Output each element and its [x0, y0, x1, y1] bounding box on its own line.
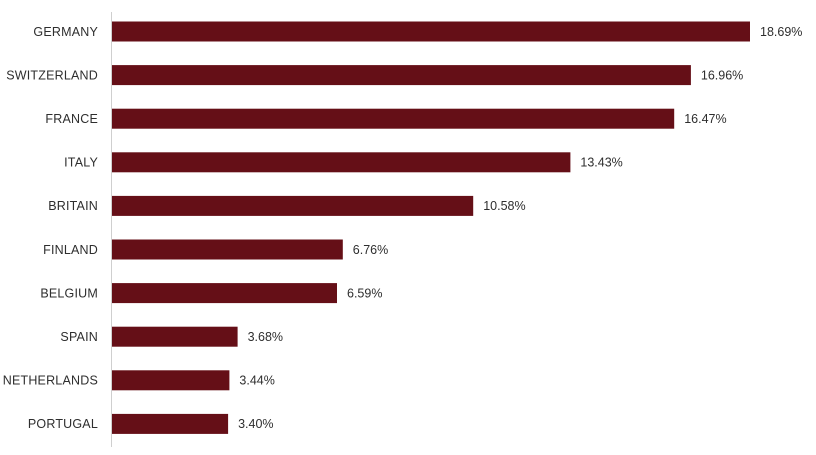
- category-label: SWITZERLAND: [6, 68, 98, 82]
- category-label: BRITAIN: [48, 199, 98, 213]
- category-label: BELGIUM: [40, 286, 98, 300]
- bar-portugal: [112, 413, 229, 434]
- category-label: PORTUGAL: [28, 417, 98, 431]
- value-label: 13.43%: [580, 156, 622, 170]
- category-label: FINLAND: [43, 243, 98, 257]
- value-label: 3.44%: [239, 374, 274, 388]
- bar-britain: [112, 195, 474, 216]
- value-label: 6.59%: [347, 286, 382, 300]
- bar-france: [112, 108, 675, 129]
- value-label: 16.96%: [701, 68, 743, 82]
- bar-netherlands: [112, 370, 230, 391]
- bar-group: GERMANY 18.69% SWITZERLAND 16.96% FRANCE 16.4…: [3, 21, 802, 434]
- bar-finland: [112, 239, 343, 260]
- category-label: FRANCE: [45, 112, 98, 126]
- bar-italy: [112, 152, 571, 173]
- category-label: ITALY: [64, 156, 98, 170]
- value-label: 18.69%: [760, 25, 802, 39]
- bar-switzerland: [112, 65, 691, 86]
- category-label: GERMANY: [33, 25, 98, 39]
- bar-spain: [112, 326, 238, 347]
- value-label: 16.47%: [684, 112, 726, 126]
- value-label: 10.58%: [483, 199, 525, 213]
- category-label: NETHERLANDS: [3, 374, 98, 388]
- bar-belgium: [112, 283, 337, 304]
- value-label: 3.40%: [238, 417, 273, 431]
- value-label: 3.68%: [248, 330, 283, 344]
- value-label: 6.76%: [353, 243, 388, 257]
- category-label: SPAIN: [60, 330, 98, 344]
- bar-germany: [112, 21, 750, 42]
